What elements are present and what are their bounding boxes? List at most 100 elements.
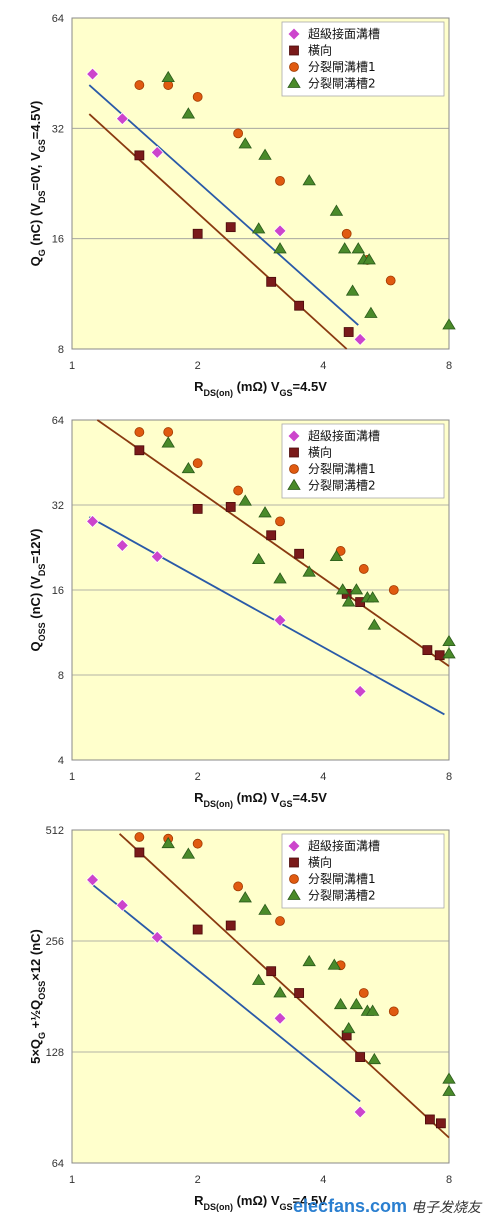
series-diamond <box>85 873 367 1119</box>
data-point <box>294 988 305 998</box>
legend-label: 超級接面溝槽 <box>308 26 380 41</box>
legend-label: 分裂閘溝槽2 <box>308 77 376 91</box>
legend-marker <box>287 429 301 443</box>
data-point <box>358 564 369 574</box>
legend-marker <box>287 27 301 41</box>
data-point <box>85 514 100 528</box>
series-square <box>134 150 354 337</box>
data-point <box>442 1084 456 1096</box>
series-triangle <box>161 70 456 330</box>
data-point <box>266 276 277 287</box>
data-point <box>192 458 203 469</box>
data-point <box>302 174 316 186</box>
series-diamond <box>85 67 367 346</box>
data-point <box>353 332 367 346</box>
legend-marker <box>289 464 299 474</box>
data-point <box>341 595 356 607</box>
data-point <box>225 502 236 512</box>
data-point <box>275 176 285 186</box>
data-point <box>134 80 145 90</box>
data-point <box>258 148 272 160</box>
data-point <box>150 550 164 564</box>
data-point <box>385 275 396 286</box>
data-point <box>362 253 376 265</box>
data-point <box>358 988 369 998</box>
data-point <box>349 583 364 595</box>
data-point <box>351 242 365 254</box>
legend-label: 橫向 <box>308 445 332 460</box>
legend-marker <box>287 839 301 853</box>
data-point <box>251 552 266 565</box>
data-point <box>327 958 342 970</box>
data-point <box>115 898 129 912</box>
y-tick-label: 32 <box>52 500 64 512</box>
data-point <box>233 881 244 892</box>
data-point <box>134 150 145 161</box>
watermark-logo: elecfans.com 电子发烧友 <box>293 1196 483 1222</box>
data-point <box>275 916 285 926</box>
data-point <box>192 503 203 514</box>
legend-marker <box>289 874 299 884</box>
data-point <box>233 485 244 496</box>
legend-label: 分裂閘溝槽2 <box>308 479 376 493</box>
data-point <box>294 300 305 311</box>
data-point <box>365 591 380 603</box>
data-point <box>233 128 244 139</box>
data-point <box>134 445 145 456</box>
x-tick-label: 4 <box>320 360 326 372</box>
y-tick-label: 256 <box>46 936 64 948</box>
data-point <box>275 516 285 527</box>
data-point <box>161 836 175 849</box>
y-tick-label: 64 <box>52 13 64 25</box>
y-tick-label: 64 <box>52 415 64 427</box>
legend-label: 分裂閘溝槽2 <box>308 889 376 903</box>
data-point <box>251 222 266 234</box>
legend-marker <box>289 45 299 56</box>
data-point <box>422 645 433 656</box>
data-point <box>273 986 287 998</box>
legend-label: 超級接面溝槽 <box>308 428 380 443</box>
data-point <box>134 427 145 437</box>
data-point <box>302 565 316 577</box>
trendline <box>88 881 361 1103</box>
x-axis-label: RDS(on) (mΩ) VGS=4.5V <box>194 790 327 809</box>
legend-label: 分裂閘溝槽1 <box>308 872 376 886</box>
data-point <box>161 70 175 83</box>
y-tick-label: 4 <box>58 755 64 767</box>
legend-marker <box>287 888 301 900</box>
data-point <box>442 1072 456 1084</box>
series-triangle <box>161 436 456 659</box>
legend-label: 橫向 <box>308 43 332 58</box>
x-tick-label: 8 <box>446 771 452 783</box>
series-circle <box>134 832 399 1017</box>
legend-box <box>281 21 445 97</box>
data-point <box>273 224 287 238</box>
data-point <box>273 572 287 584</box>
y-tick-label: 8 <box>58 670 64 682</box>
trendline <box>118 833 450 1139</box>
y-tick-label: 16 <box>52 585 64 597</box>
data-point <box>435 1118 446 1129</box>
data-point <box>388 585 399 595</box>
y-tick-label: 128 <box>46 1047 64 1059</box>
data-point <box>365 1004 380 1016</box>
data-point <box>335 583 350 595</box>
data-point <box>238 891 252 903</box>
x-axis-label: RDS(on) (mΩ) VGS=4.5V <box>194 1193 327 1212</box>
data-point <box>266 530 277 541</box>
y-tick-label: 64 <box>52 1158 64 1170</box>
legend-label: 橫向 <box>308 855 332 870</box>
data-point <box>115 112 129 126</box>
data-point <box>341 1021 356 1034</box>
series-triangle <box>161 836 456 1096</box>
data-point <box>341 228 352 239</box>
trendline <box>88 516 445 716</box>
data-point <box>85 67 100 81</box>
y-tick-label: 8 <box>58 344 64 356</box>
x-tick-label: 1 <box>69 771 75 783</box>
data-point <box>181 107 196 119</box>
data-point <box>337 242 352 254</box>
